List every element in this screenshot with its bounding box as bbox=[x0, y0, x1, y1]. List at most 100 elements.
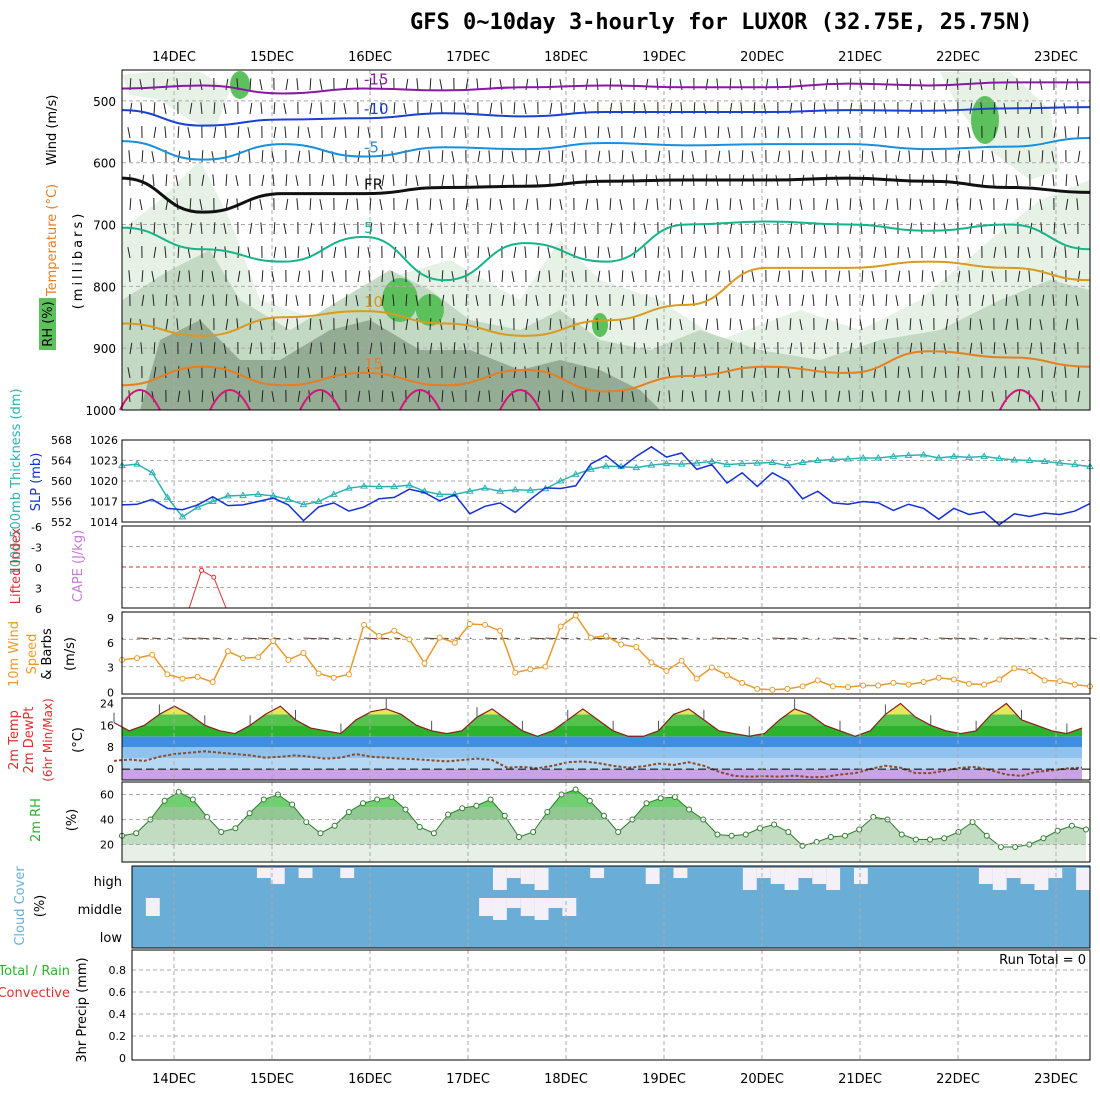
wind-barb bbox=[237, 126, 240, 139]
wind-barb bbox=[776, 198, 779, 211]
wind-barb bbox=[657, 246, 660, 259]
wind-barb bbox=[979, 199, 983, 211]
wind-barb bbox=[1051, 391, 1055, 403]
wind-barb bbox=[249, 102, 253, 115]
wind-barb bbox=[1075, 175, 1079, 187]
wind-barb bbox=[1051, 271, 1055, 283]
wind-barb bbox=[295, 175, 299, 187]
wind-barb bbox=[873, 102, 876, 115]
wind-barb bbox=[908, 270, 911, 283]
wind-barb bbox=[321, 270, 324, 283]
wind-barb bbox=[981, 174, 985, 187]
wind-barb bbox=[571, 271, 575, 283]
wind-barb bbox=[297, 246, 300, 259]
wind-barb bbox=[200, 222, 203, 235]
wind-barb bbox=[717, 366, 720, 379]
wind-barb bbox=[657, 366, 660, 379]
wind-barb bbox=[931, 271, 935, 283]
cloud-high-block bbox=[1048, 868, 1063, 878]
wind-barb bbox=[309, 198, 312, 211]
thickness-line-point bbox=[375, 482, 384, 490]
wind-barb bbox=[321, 174, 325, 187]
wind-barb bbox=[619, 319, 623, 331]
rh-point bbox=[204, 814, 211, 820]
wind-barb bbox=[883, 223, 887, 235]
isotherm-line bbox=[121, 137, 1091, 161]
slp-tick: 1023 bbox=[90, 455, 118, 468]
wind-barb bbox=[979, 79, 983, 91]
wind-barb bbox=[728, 390, 731, 403]
wind-barb bbox=[213, 102, 216, 115]
wind-barb bbox=[837, 390, 841, 403]
slp-tick: 1026 bbox=[90, 434, 118, 447]
temp-tick: 24 bbox=[100, 697, 114, 710]
wind-barb bbox=[201, 270, 204, 283]
wind-barb bbox=[909, 102, 913, 115]
wind-barb bbox=[571, 151, 575, 163]
wind-barb bbox=[439, 319, 443, 331]
cloud-high-block bbox=[270, 868, 285, 884]
y-tick-label: 1000 bbox=[85, 404, 116, 418]
wind-barb bbox=[753, 126, 757, 139]
wind-speed-line-point bbox=[829, 683, 836, 690]
rh-high-region bbox=[592, 313, 608, 337]
wind-speed-line-point bbox=[603, 632, 609, 639]
wind-barb bbox=[751, 151, 755, 163]
wind-barb bbox=[561, 294, 565, 307]
wind-barb bbox=[381, 390, 384, 403]
temp-band bbox=[122, 714, 1082, 726]
wind-barb bbox=[1017, 270, 1021, 283]
date-label-top: 23DEC bbox=[1034, 50, 1078, 65]
wind-speed-line-point bbox=[966, 680, 972, 687]
wind-barb bbox=[164, 366, 167, 379]
wind-barb bbox=[644, 246, 647, 259]
wind-barb bbox=[152, 174, 155, 187]
wind-barb bbox=[909, 318, 912, 331]
wind-speed-line-point bbox=[194, 673, 201, 680]
wind-speed-line-point bbox=[708, 664, 715, 671]
wind-barb bbox=[501, 270, 504, 283]
wind-barb bbox=[992, 174, 995, 187]
wind-barb bbox=[1076, 198, 1079, 211]
wind-barb bbox=[585, 198, 589, 211]
wind-barb-10m bbox=[787, 637, 797, 640]
wind-barb bbox=[345, 198, 349, 211]
wind-barb bbox=[381, 294, 385, 307]
wind-barb bbox=[969, 318, 972, 331]
wind-barb-10m bbox=[394, 637, 401, 640]
wind-barb bbox=[573, 342, 576, 355]
cloud-high-block bbox=[1006, 868, 1021, 878]
wind-barb bbox=[1004, 246, 1007, 259]
rh-point bbox=[856, 826, 863, 833]
precip-tick: 0.8 bbox=[109, 964, 127, 977]
rh-point bbox=[1068, 822, 1075, 829]
wind-barb bbox=[344, 366, 347, 379]
wind-barb bbox=[548, 390, 551, 403]
wind-barb bbox=[151, 271, 155, 283]
wind-barb bbox=[801, 390, 804, 403]
wind-barb bbox=[549, 318, 552, 331]
wind-barb bbox=[177, 366, 180, 379]
cloud-frame bbox=[131, 865, 1091, 949]
wind-barb bbox=[309, 78, 312, 91]
wind-barb bbox=[465, 198, 469, 211]
wind-barb bbox=[573, 222, 576, 235]
wind-barb-10m bbox=[152, 637, 161, 640]
wind-barb bbox=[201, 390, 204, 403]
cloud-high-block bbox=[742, 868, 757, 890]
wind-barb bbox=[188, 150, 191, 163]
wind-barb bbox=[656, 78, 659, 91]
wind-speed-line-point bbox=[890, 679, 897, 686]
wind-barb-10m bbox=[1044, 637, 1049, 640]
wind-barb bbox=[1041, 294, 1045, 307]
wind-barb bbox=[415, 175, 419, 187]
thickness-line-point bbox=[783, 461, 792, 469]
wind-barb-10m bbox=[666, 637, 678, 640]
wind-barb bbox=[464, 246, 467, 259]
cloud-high-block bbox=[520, 868, 535, 884]
isotherm-label: FR bbox=[364, 176, 383, 194]
wind-barb bbox=[595, 295, 599, 307]
wind-barb bbox=[789, 222, 793, 235]
cloud-high-block bbox=[645, 868, 660, 884]
